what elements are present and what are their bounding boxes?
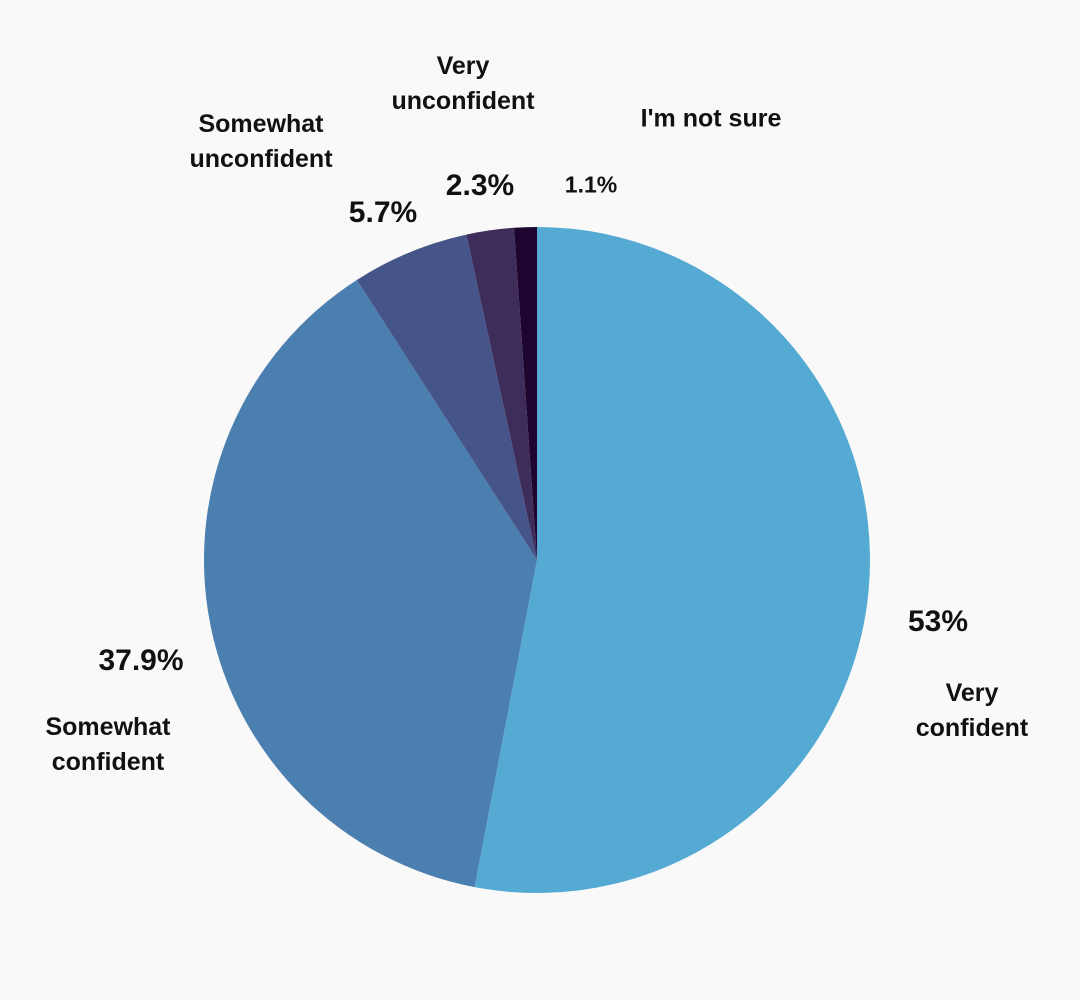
pie-slice-somewhat-unconfident (356, 234, 537, 561)
pie-slice-somewhat-confident (204, 279, 537, 888)
pie-slice-very-confident (474, 227, 870, 893)
slice-value-label-not-sure: 1.1% (564, 171, 618, 198)
label-line: unconfident (391, 87, 535, 115)
slice-value-label-somewhat-unconfident: 5.7% (348, 196, 418, 229)
label-line: confident (915, 714, 1029, 742)
label-line: Very (436, 52, 490, 80)
label-line: Very (945, 679, 999, 707)
label-line: Somewhat (198, 110, 324, 138)
slice-category-label-not-sure: I'm not sure (641, 102, 782, 137)
pie-slice-i-m-not-sure (514, 227, 537, 560)
label-line: unconfident (189, 145, 333, 173)
label-line: I'm not sure (640, 104, 782, 133)
slice-value-label-somewhat-confident: 37.9% (98, 644, 184, 677)
label-line: Somewhat (45, 713, 171, 741)
slice-category-label-very-unconfident: Very unconfident (391, 49, 534, 119)
slice-category-label-somewhat-confident: Somewhat confident (45, 710, 170, 780)
slice-value-label-very-unconfident: 2.3% (445, 169, 515, 202)
label-line: confident (51, 748, 165, 776)
slice-category-label-very-confident: Very confident (916, 676, 1029, 746)
pie-slice-very-unconfident (466, 227, 537, 560)
slice-value-label-very-confident: 53% (907, 605, 969, 638)
slice-category-label-somewhat-unconfident: Somewhat unconfident (189, 107, 332, 177)
